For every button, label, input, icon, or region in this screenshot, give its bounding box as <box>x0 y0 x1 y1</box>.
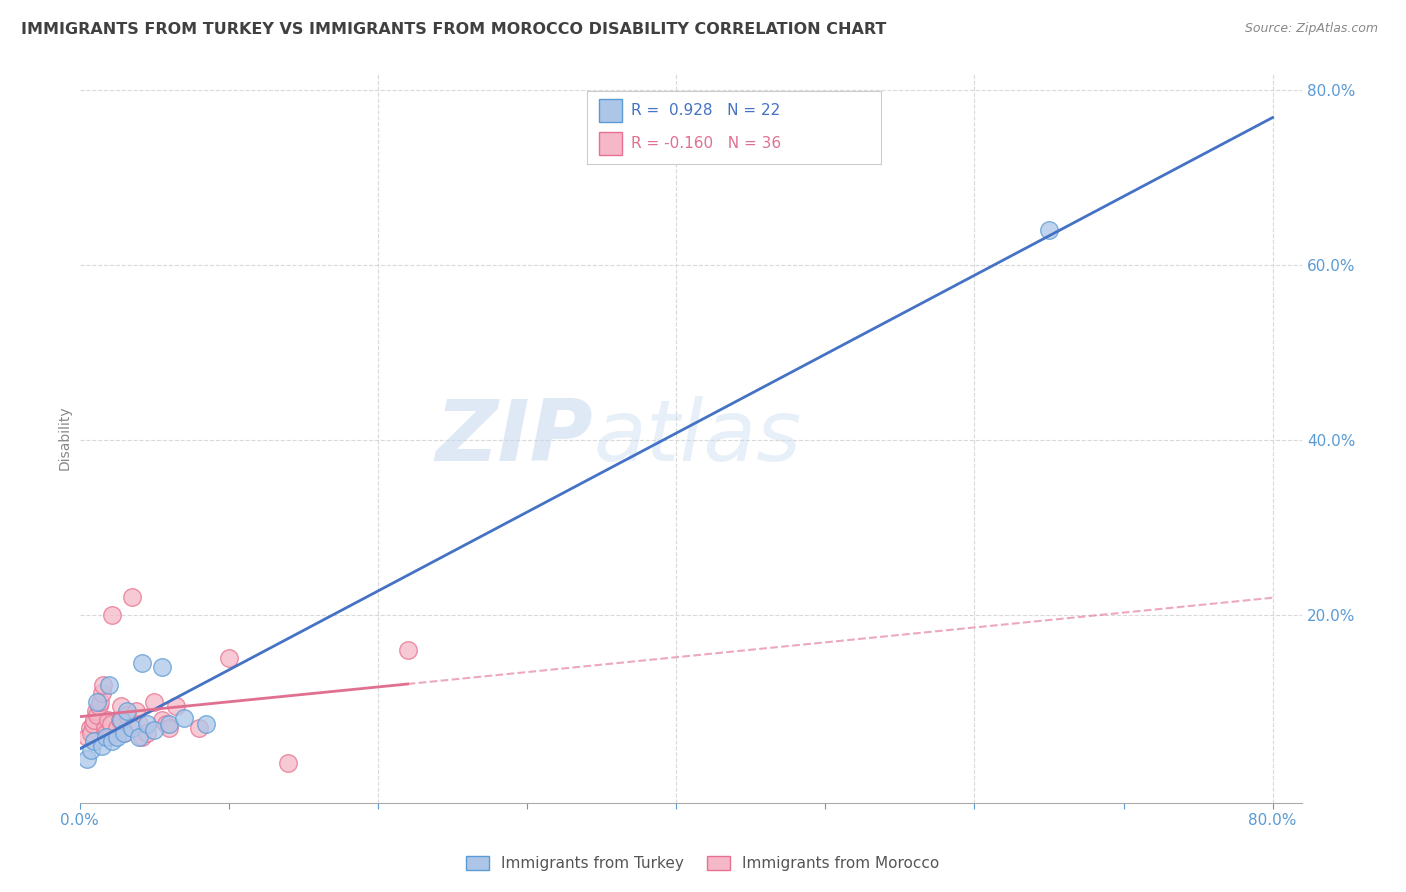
Point <box>150 660 173 674</box>
Point <box>166 699 188 714</box>
Point <box>76 752 98 766</box>
Point <box>155 717 177 731</box>
Point <box>82 717 104 731</box>
Text: Source: ZipAtlas.com: Source: ZipAtlas.com <box>1244 22 1378 36</box>
Point <box>157 721 180 735</box>
Point <box>80 725 103 739</box>
Point <box>121 721 143 735</box>
Point <box>187 721 209 735</box>
Point <box>112 725 135 739</box>
Point <box>89 695 111 709</box>
Point <box>79 721 101 735</box>
Point <box>87 699 110 714</box>
Point <box>218 651 240 665</box>
Point <box>396 642 419 657</box>
Point <box>96 725 118 739</box>
Point <box>100 717 122 731</box>
Point <box>84 704 107 718</box>
Point <box>101 607 124 622</box>
Point <box>101 734 124 748</box>
Point <box>97 713 120 727</box>
Point <box>76 730 98 744</box>
Text: IMMIGRANTS FROM TURKEY VS IMMIGRANTS FROM MOROCCO DISABILITY CORRELATION CHART: IMMIGRANTS FROM TURKEY VS IMMIGRANTS FRO… <box>21 22 886 37</box>
Legend: Immigrants from Turkey, Immigrants from Morocco: Immigrants from Turkey, Immigrants from … <box>460 849 946 877</box>
Point <box>110 699 132 714</box>
Point <box>135 717 157 731</box>
Point <box>98 677 121 691</box>
Point <box>108 713 131 727</box>
Point <box>83 713 105 727</box>
Point <box>110 713 132 727</box>
Point <box>121 591 143 605</box>
Point <box>131 656 153 670</box>
Point <box>195 717 218 731</box>
Point <box>105 730 128 744</box>
Text: ZIP: ZIP <box>436 396 593 479</box>
Point <box>93 677 115 691</box>
Point <box>112 725 135 739</box>
Point <box>125 704 148 718</box>
Point <box>150 713 173 727</box>
Point <box>131 730 153 744</box>
Point <box>115 704 138 718</box>
Point <box>135 725 157 739</box>
Point <box>83 734 105 748</box>
Point <box>128 730 150 744</box>
Point <box>128 717 150 731</box>
Point <box>96 730 118 744</box>
Point <box>1038 223 1060 237</box>
Point <box>115 708 138 723</box>
Point <box>157 717 180 731</box>
Text: atlas: atlas <box>593 396 801 479</box>
Point <box>86 695 108 709</box>
Point <box>143 723 166 737</box>
Point <box>173 711 195 725</box>
Point <box>80 743 103 757</box>
Point <box>86 708 108 723</box>
Point <box>90 686 112 700</box>
Y-axis label: Disability: Disability <box>58 406 72 470</box>
Point <box>105 721 128 735</box>
Point <box>98 730 121 744</box>
Point <box>143 695 166 709</box>
Point <box>277 756 299 771</box>
Point <box>94 721 117 735</box>
Point <box>90 739 112 753</box>
